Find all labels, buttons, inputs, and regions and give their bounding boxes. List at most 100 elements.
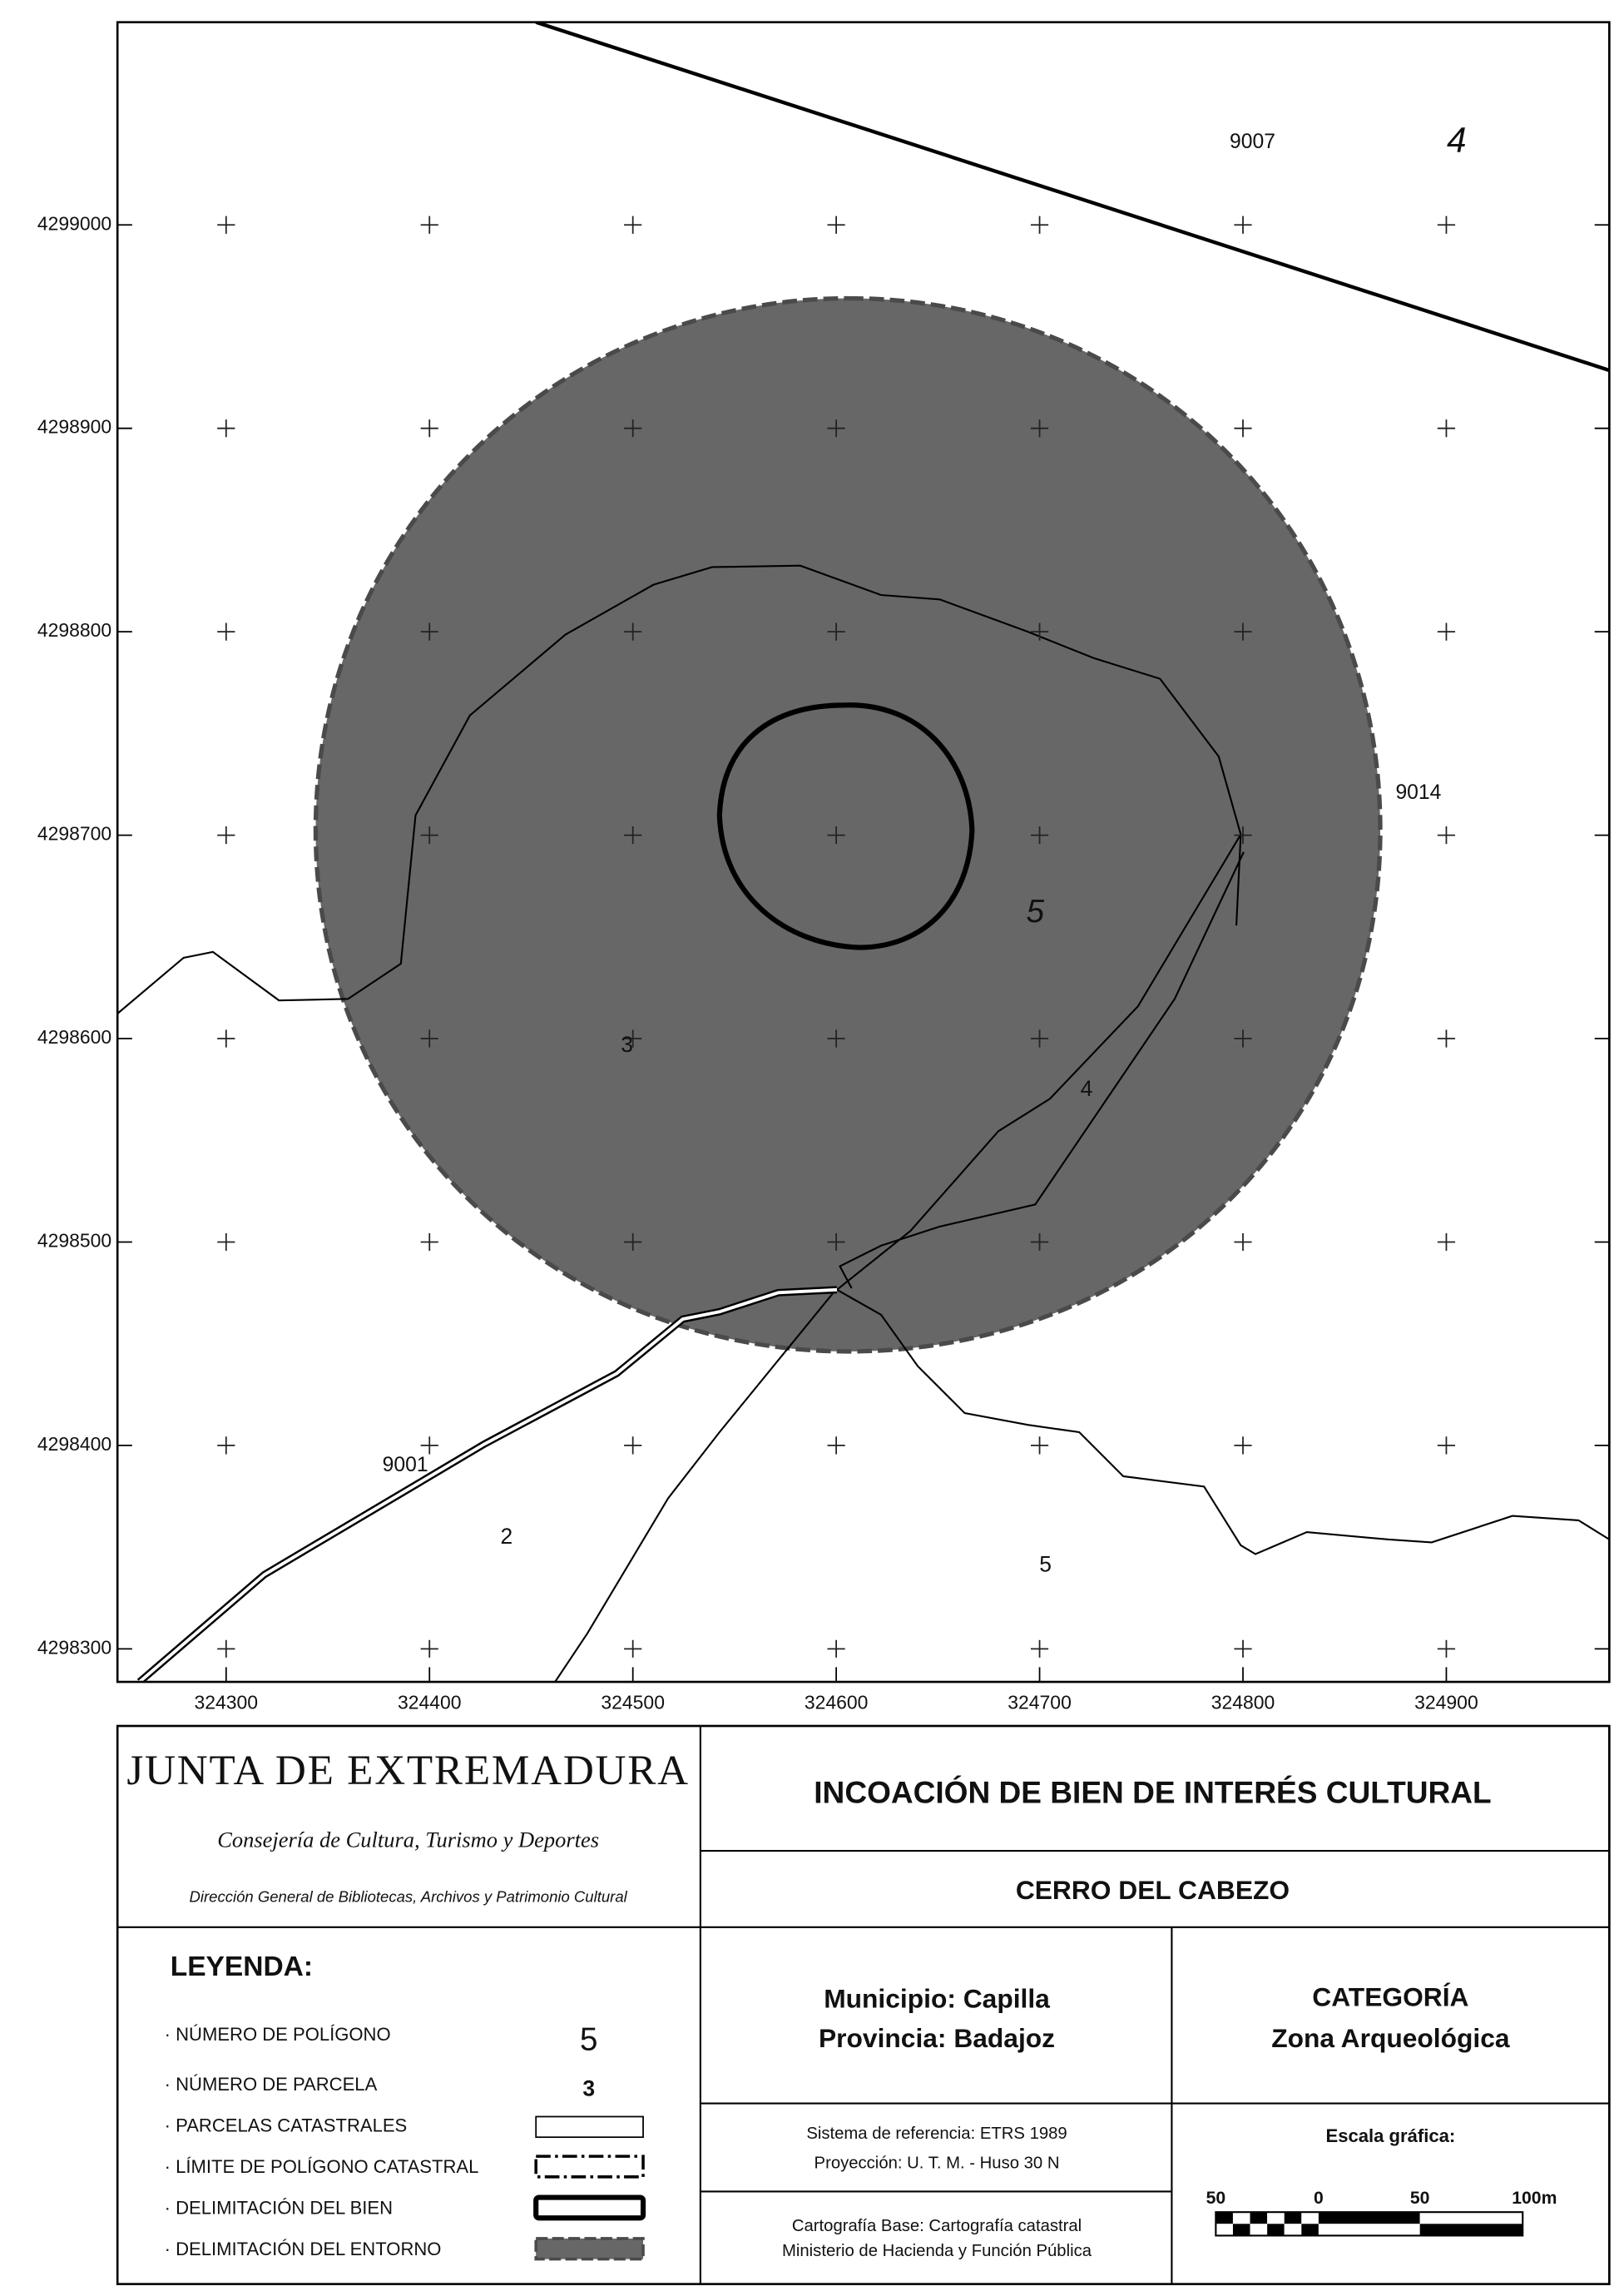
parcel-line [554,1287,838,1683]
scale-segment [1318,2224,1420,2236]
map-label: 5 [1026,894,1044,930]
grid-cross [1030,1436,1049,1455]
scale-segment [1419,2212,1523,2224]
y-coordinate-label: 4298300 [37,1636,111,1658]
y-coordinate-label: 4299000 [37,212,111,234]
grid-cross [1030,1232,1049,1252]
scale-segment [1301,2224,1319,2236]
grid-cross [1234,622,1252,641]
polygon-boundary [535,22,1610,373]
legend-item: · LÍMITE DE POLÍGONO CATASTRAL [165,2156,479,2177]
scale-segment [1216,2212,1233,2224]
y-coordinate-label: 4298900 [37,416,111,438]
grid-cross [420,1029,438,1048]
map-label: 9001 [383,1454,428,1476]
y-coordinate-label: 4298700 [37,823,111,845]
legend-item: · DELIMITACIÓN DEL BIEN [165,2197,393,2218]
grid-cross [420,1639,438,1658]
map-labels: 9007 4 9014 5 3 4 9001 2 5 [383,121,1467,1577]
scale-label: 50 [1206,2189,1226,2208]
grid-cross [827,826,845,845]
y-coordinate-label: 4298500 [37,1230,111,1252]
grid-cross [827,622,845,641]
scale-segment [1284,2212,1302,2224]
grid-cross [624,419,642,438]
legend-symbol-polygon [534,2155,645,2179]
legend-item: · DELIMITACIÓN DEL ENTORNO [165,2239,442,2259]
map-label: 3 [621,1032,633,1057]
scale-segment [1250,2212,1268,2224]
title-block: JUNTA DE EXTREMADURA Consejería de Cultu… [116,1724,1611,2285]
document-title: INCOACIÓN DE BIEN DE INTERÉS CULTURAL [814,1775,1491,1810]
site-boundary [716,702,975,950]
x-coordinate-label: 324600 [805,1692,869,1713]
legend-sample-polygon: 5 [580,2022,598,2058]
scale-segment [1216,2224,1233,2236]
grid-cross [420,1436,438,1455]
grid-cross [1030,826,1049,845]
x-coordinate-label: 324500 [601,1692,665,1713]
legend-item: · NÚMERO DE POLÍGONO [165,2024,391,2045]
grid-cross [217,1436,235,1455]
x-coordinate-label: 324900 [1414,1692,1478,1713]
grid-cross [1437,1232,1456,1252]
map-label: 4 [1447,121,1467,160]
grid-cross [1437,419,1456,438]
grid-cross [1030,419,1049,438]
grid-cross [420,826,438,845]
grid-cross [1437,1029,1456,1048]
organization: JUNTA DE EXTREMADURA [126,1747,690,1794]
y-coordinate-label: 4298400 [37,1433,111,1455]
map-content [117,22,1610,1683]
grid-cross [1437,1639,1456,1658]
grid-cross [1234,826,1252,845]
map-label: 9014 [1395,781,1441,804]
category-title: CATEGORÍA [1312,1982,1468,2012]
map-frame [116,21,1611,1684]
grid-cross [827,1639,845,1658]
grid-cross [624,1232,642,1252]
map-label: 2 [501,1524,513,1549]
y-coordinate-label: 4298800 [37,619,111,641]
site-name: CERRO DEL CABEZO [1016,1875,1290,1905]
scale-segment [1267,2212,1285,2224]
category-value: Zona Arqueológica [1271,2023,1510,2053]
legend-item: · NÚMERO DE PARCELA [165,2074,378,2095]
grid-cross [1437,622,1456,641]
scale-segment [1301,2212,1319,2224]
department: Consejería de Cultura, Turismo y Deporte… [217,1827,599,1852]
grid-cross [827,1436,845,1455]
grid-cross [420,216,438,234]
road [138,1287,838,1683]
grid-cross [1437,1436,1456,1455]
scale-bar: 50 0 50 100m [1206,2189,1557,2237]
y-coordinate-label: 4298600 [37,1026,111,1048]
block-frame [116,1724,1611,2285]
grid-cross [1437,826,1456,845]
map-label: 4 [1081,1076,1093,1101]
legend-item: · PARCELAS CATASTRALES [165,2115,408,2136]
grid-cross [1234,1029,1252,1048]
grid-cross [1437,216,1456,234]
legend-symbol-surroundings [534,2237,645,2261]
projection: Proyección: U. T. M. - Huso 30 N [814,2154,1060,2172]
grid-cross [624,622,642,641]
x-coordinate-label: 324400 [398,1692,462,1713]
x-coordinate-label: 324300 [195,1692,259,1713]
legend-sample-parcel: 3 [582,2076,595,2101]
x-coordinate-label: 324800 [1211,1692,1275,1713]
grid: 4299000 4298900 4298800 4298700 4298600 42985… [37,212,1610,1713]
grid-cross [624,216,642,234]
scale-segment [1232,2212,1250,2224]
scale-segment [1267,2224,1285,2236]
grid-cross [1234,1232,1252,1252]
grid-cross [624,1436,642,1455]
grid-cross [217,419,235,438]
parcel-line [836,1288,1610,1555]
map: 4299000 4298900 4298800 4298700 4298600 42985… [37,21,1611,1713]
map-label: 5 [1039,1552,1052,1577]
scale-label: 50 [1410,2189,1430,2208]
scale-segment [1284,2224,1302,2236]
grid-cross [624,1029,642,1048]
